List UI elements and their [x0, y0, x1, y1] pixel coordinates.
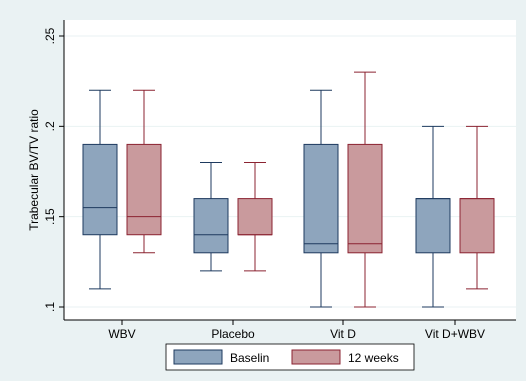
iqr-box: [126, 143, 162, 236]
x-tick-label: Vit D: [330, 327, 356, 341]
y-tick-label: .2: [43, 121, 57, 131]
y-tick-label: .1: [43, 302, 57, 312]
y-axis-title: Trabecular BV/TV ratio: [27, 109, 41, 231]
y-axis-ticks: .1 .15 .2 .25: [43, 27, 64, 312]
legend-label-baselin: Baselin: [230, 351, 269, 365]
box-wbv-baselin: [82, 89, 118, 290]
legend-label-12-weeks: 12 weeks: [348, 351, 399, 365]
iqr-box: [237, 198, 273, 236]
iqr-box: [415, 198, 451, 254]
box-wbv-12-weeks: [126, 89, 162, 254]
x-tick-label: WBV: [108, 327, 135, 341]
x-tick-label: Placebo: [211, 327, 255, 341]
box-vit-d-wbv-12-weeks: [459, 125, 495, 290]
box-placebo-12-weeks: [237, 161, 273, 272]
box-vit-d-12-weeks: [347, 71, 383, 308]
x-axis-ticks: WBV Placebo Vit D Vit D+WBV: [108, 320, 485, 341]
box-vit-d-wbv-baselin: [415, 125, 451, 308]
y-tick-label: .15: [43, 208, 57, 225]
iqr-box: [193, 198, 229, 254]
y-tick-label: .25: [43, 27, 57, 44]
box-placebo-baselin: [193, 161, 229, 272]
box-vit-d-baselin: [303, 89, 339, 308]
legend: Baselin 12 weeks: [165, 343, 415, 371]
iqr-box: [347, 143, 383, 254]
legend-swatch-12-weeks: [291, 349, 341, 365]
iqr-box: [303, 143, 339, 254]
boxes-layer: [82, 71, 495, 308]
x-tick-label: Vit D+WBV: [425, 327, 485, 341]
iqr-box: [82, 143, 118, 236]
legend-swatch-baselin: [173, 349, 223, 365]
iqr-box: [459, 198, 495, 254]
